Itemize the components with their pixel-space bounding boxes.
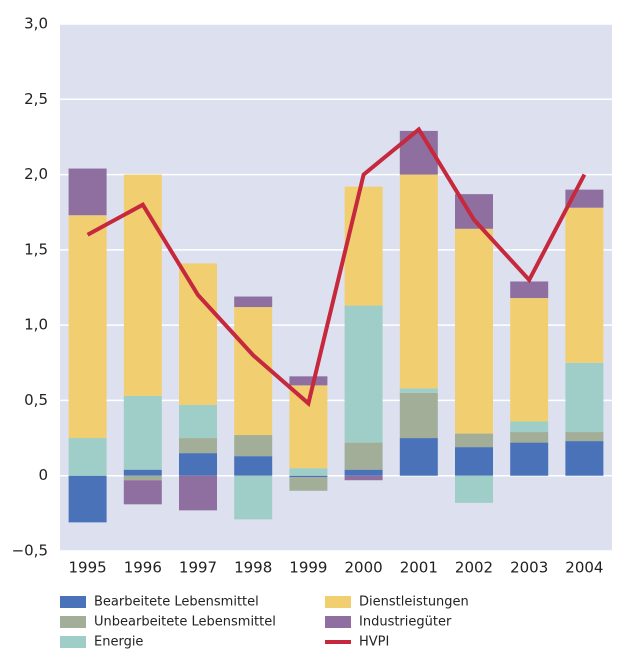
bar-segment (565, 207, 604, 363)
y-tick-label: 3,0 (24, 15, 48, 33)
bar-segment (344, 186, 383, 306)
legend-swatch (60, 596, 86, 608)
x-tick-label: 1999 (289, 559, 327, 577)
x-tick-label: 1995 (69, 559, 107, 577)
bar-segment (289, 477, 328, 491)
x-tick-label: 2004 (565, 559, 603, 577)
y-tick-label: 2,0 (24, 165, 48, 183)
legend-swatch (325, 596, 351, 608)
bar-segment (123, 395, 162, 470)
bar-segment (234, 296, 273, 308)
x-tick-label: 1997 (179, 559, 217, 577)
bar-segment (565, 362, 604, 433)
bar-segment (234, 456, 273, 476)
bar-segment (179, 475, 217, 511)
bar-segment (565, 432, 604, 442)
x-tick-label: 1996 (124, 559, 162, 577)
bar-segment (179, 438, 217, 454)
y-tick-label: 1,5 (24, 240, 48, 258)
y-tick-label: 1,0 (24, 316, 48, 334)
bar-segment (510, 432, 549, 443)
bar-segment (510, 298, 549, 422)
x-tick-label: 2003 (510, 559, 548, 577)
bar-segment (510, 281, 549, 299)
bar-segment (565, 441, 604, 476)
legend-label: Energie (94, 635, 143, 650)
bar-segment (510, 442, 549, 476)
legend-swatch (60, 636, 86, 648)
bar-segment (68, 215, 107, 439)
bar-segment (399, 392, 438, 439)
bar-segment (123, 480, 162, 505)
x-tick-label: 2002 (455, 559, 493, 577)
bar-segment (289, 376, 328, 386)
y-tick-label: 2,5 (24, 90, 48, 108)
line (86, 126, 587, 408)
bar-segment (455, 447, 493, 476)
bar-segment (399, 174, 438, 389)
bar-segment (289, 468, 328, 476)
bar-segment (234, 435, 273, 457)
bar-segment (179, 453, 217, 476)
legend-swatch (60, 616, 86, 628)
bar-segment (344, 442, 383, 470)
x-tick-label: 1998 (234, 559, 272, 577)
bar-segment (455, 433, 493, 448)
legend-label: Industriegüter (359, 615, 452, 630)
bar-segment (123, 475, 162, 481)
bar-segment (455, 475, 493, 503)
legend-swatch (325, 616, 351, 628)
y-tick-label: 0,5 (24, 391, 48, 409)
legend-label: HVPI (359, 635, 389, 650)
y-tick-label: 0 (38, 466, 48, 484)
bar-segment (68, 168, 107, 216)
x-tick-label: 2000 (345, 559, 383, 577)
bar-segment (344, 469, 383, 476)
bar-segment (179, 404, 217, 439)
bar-segment (68, 475, 107, 523)
bar-segment (399, 388, 438, 393)
x-tick-label: 2001 (400, 559, 438, 577)
legend-label: Bearbeitete Lebensmittel (94, 595, 259, 610)
bar-segment (179, 263, 217, 405)
bar-segment (455, 228, 493, 434)
legend-label: Unbearbeitete Lebensmittel (94, 615, 276, 630)
bar-segment (344, 305, 383, 443)
bar-segment (344, 475, 383, 481)
bar-segment (123, 469, 162, 476)
bar-segment (399, 438, 438, 476)
y-tick-label: −0,5 (12, 542, 48, 560)
bar-segment (510, 421, 549, 433)
bar-segment (234, 307, 273, 436)
bar-segment (289, 475, 328, 478)
legend-label: Dienstleistungen (359, 595, 469, 610)
bar-segment (234, 475, 273, 520)
bar-segment (68, 438, 107, 476)
